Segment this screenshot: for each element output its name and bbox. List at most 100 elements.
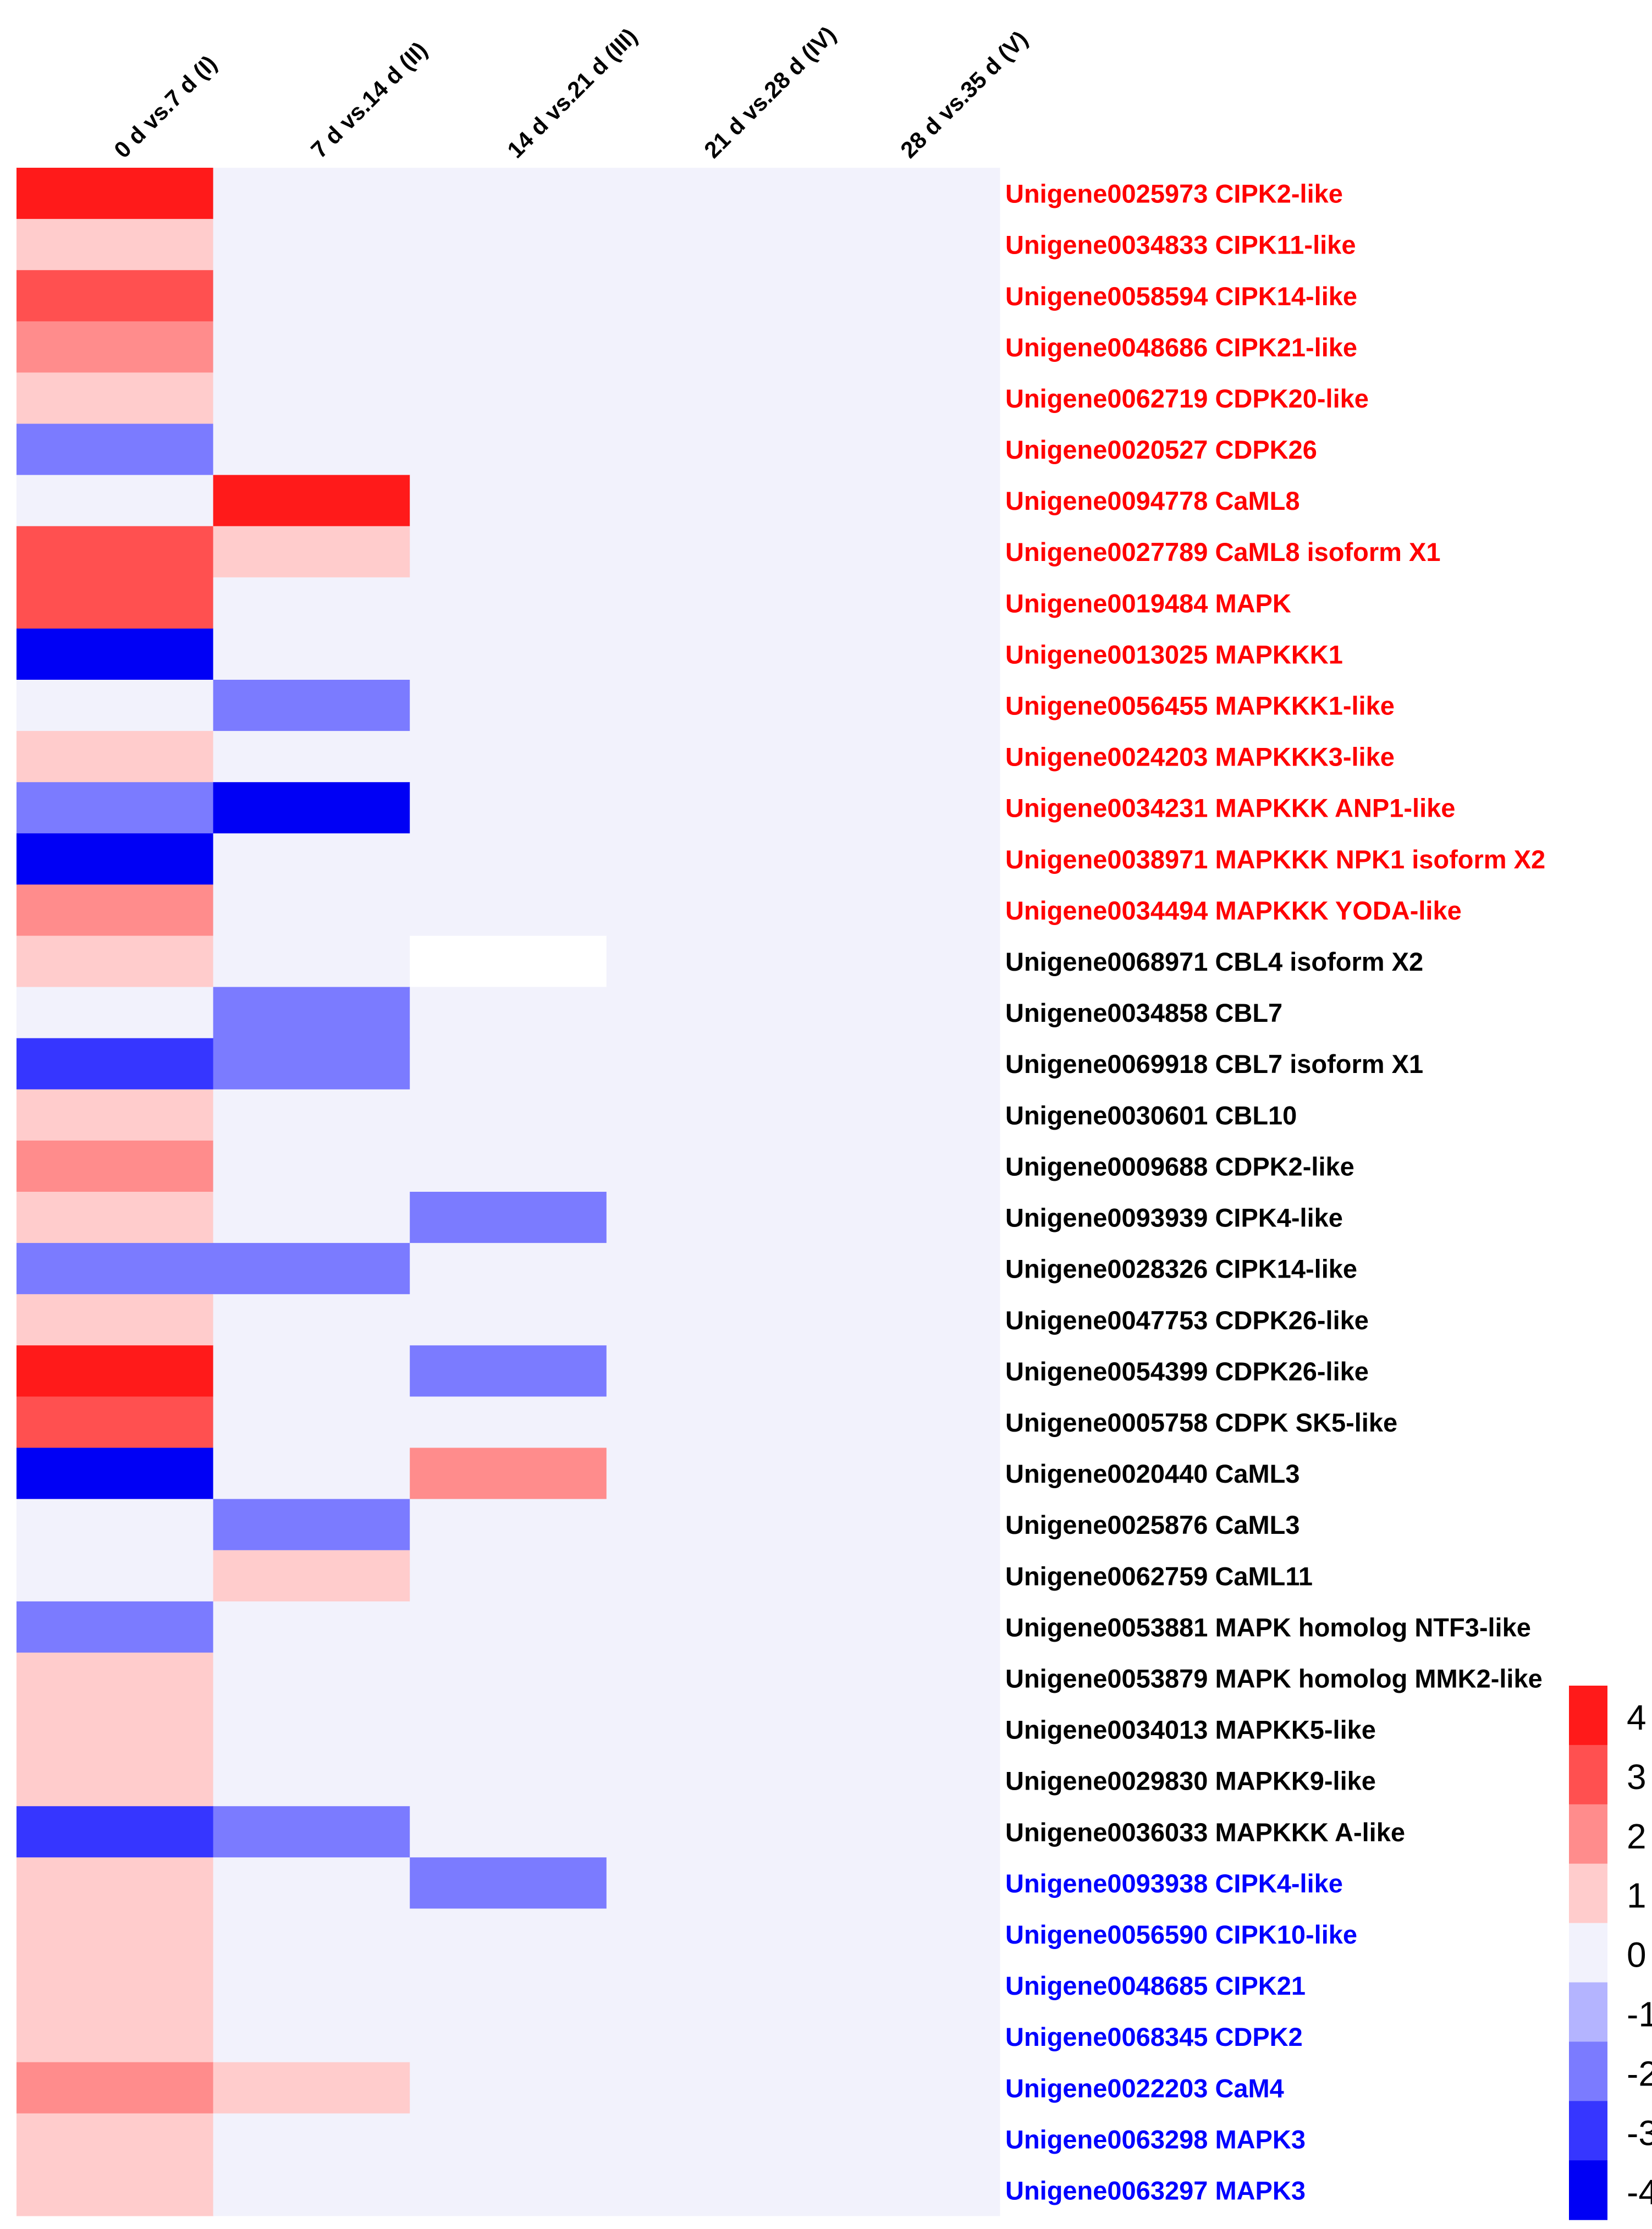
heatmap-cell (803, 2011, 1000, 2063)
heatmap-cell (16, 1038, 214, 1090)
heatmap-cell (16, 1652, 214, 1704)
heatmap-cell (410, 1601, 607, 1653)
row-label: Unigene0020440 CaML3 (1005, 1459, 1300, 1488)
heatmap-cell (803, 935, 1000, 988)
heatmap-cell (606, 1960, 803, 2012)
heatmap-cell (410, 1755, 607, 1807)
row-label: Unigene0062719 CDPK20-like (1005, 384, 1369, 413)
heatmap-cell (16, 1601, 214, 1653)
legend-swatch (1569, 1744, 1607, 1805)
heatmap-cell (410, 987, 607, 1039)
heatmap-cell (213, 577, 410, 629)
heatmap-cell (410, 1345, 607, 1397)
heatmap-cell (606, 2011, 803, 2063)
heatmap-cell (410, 1192, 607, 1243)
heatmap-cell (606, 1448, 803, 1500)
heatmap-cell (16, 321, 214, 373)
heatmap-cell (16, 884, 214, 937)
heatmap-cell (606, 782, 803, 834)
row-label: Unigene0048685 CIPK21 (1005, 1971, 1306, 2000)
heatmap-cell (410, 628, 607, 680)
heatmap-cell (803, 1345, 1000, 1397)
heatmap-cell (410, 526, 607, 578)
heatmap-cell (606, 526, 803, 578)
heatmap-cell (213, 1038, 410, 1090)
heatmap-cell (16, 2011, 214, 2063)
heatmap-cell (803, 1192, 1000, 1243)
heatmap-cell (606, 1652, 803, 1704)
row-label: Unigene0034858 CBL7 (1005, 998, 1282, 1027)
heatmap-cell (803, 1652, 1000, 1704)
heatmap-cell (606, 935, 803, 988)
heatmap-cell (803, 987, 1000, 1039)
row-label: Unigene0053879 MAPK homolog MMK2-like (1005, 1664, 1543, 1693)
legend-swatch (1569, 1863, 1607, 1924)
heatmap-cell (213, 2011, 410, 2063)
row-label: Unigene0036033 MAPKKK A-like (1005, 1818, 1405, 1847)
heatmap-cell (213, 219, 410, 271)
heatmap-cell (410, 577, 607, 629)
heatmap-cell (803, 2113, 1000, 2165)
heatmap-cell (606, 1704, 803, 1755)
heatmap-cell (213, 833, 410, 885)
heatmap-cell (16, 1704, 214, 1755)
heatmap-cell (606, 1499, 803, 1551)
row-label: Unigene0030601 CBL10 (1005, 1100, 1297, 1130)
legend-swatch (1569, 1686, 1607, 1746)
heatmap-cell (16, 526, 214, 578)
heatmap-cell (213, 680, 410, 731)
legend-swatch (1569, 2160, 1607, 2220)
heatmap-cell (410, 1806, 607, 1858)
heatmap-cell (410, 2062, 607, 2114)
column-labels: 0 d vs.7 d (I) 7 d vs.14 d (II) 14 d vs.21… (109, 21, 1032, 163)
heatmap-cell (213, 1396, 410, 1449)
row-label: Unigene0068345 CDPK2 (1005, 2022, 1303, 2051)
heatmap-cell (16, 2062, 214, 2114)
heatmap-cell (803, 1038, 1000, 1090)
heatmap-cell (803, 372, 1000, 425)
heatmap-cell (213, 935, 410, 988)
heatmap-cell (16, 1550, 214, 1602)
row-label: Unigene0069918 CBL7 isoform X1 (1005, 1049, 1423, 1078)
row-label: Unigene0047753 CDPK26-like (1005, 1306, 1369, 1335)
heatmap-cell (213, 1857, 410, 1909)
heatmap-cell (16, 1396, 214, 1449)
heatmap-cell (16, 1345, 214, 1397)
column-label: 21 d vs.28 d (IV) (699, 21, 841, 163)
heatmap-cell (213, 1192, 410, 1243)
heatmap-cell (16, 2164, 214, 2216)
heatmap-cell (213, 1499, 410, 1551)
heatmap-cell (606, 1755, 803, 1807)
heatmap-cell (213, 1294, 410, 1346)
heatmap-cell (213, 1243, 410, 1295)
heatmap-cell (410, 2164, 607, 2216)
heatmap-cell (606, 577, 803, 629)
heatmap-cell (16, 423, 214, 476)
color-legend: 4 3 2 1 0 -1 -2 -3 -4 (1569, 1686, 1652, 2220)
heatmap-cell (803, 833, 1000, 885)
heatmap-cell (16, 1243, 214, 1295)
heatmap-cell (16, 1499, 214, 1551)
heatmap-cells (16, 168, 1000, 2216)
heatmap-cell (213, 1704, 410, 1755)
column-label: 0 d vs.7 d (I) (109, 50, 222, 163)
heatmap-cell (410, 1294, 607, 1346)
heatmap-cell (16, 219, 214, 271)
row-label: Unigene0056455 MAPKKK1-like (1005, 691, 1395, 720)
heatmap-cell (606, 1908, 803, 1961)
heatmap-cell (606, 475, 803, 527)
heatmap-cell (410, 935, 607, 988)
heatmap-cell (410, 2113, 607, 2165)
heatmap-cell (213, 2164, 410, 2216)
row-label: Unigene0063298 MAPK3 (1005, 2125, 1306, 2154)
heatmap-cell (803, 1294, 1000, 1346)
heatmap-cell (606, 987, 803, 1039)
heatmap-cell (16, 372, 214, 425)
heatmap-cell (803, 1704, 1000, 1755)
legend-tick-label: 0 (1627, 1935, 1647, 1975)
heatmap-cell (410, 168, 607, 219)
heatmap-cell (16, 577, 214, 629)
heatmap-cell (410, 321, 607, 373)
heatmap-cell (213, 2113, 410, 2165)
heatmap-cell (803, 2062, 1000, 2114)
